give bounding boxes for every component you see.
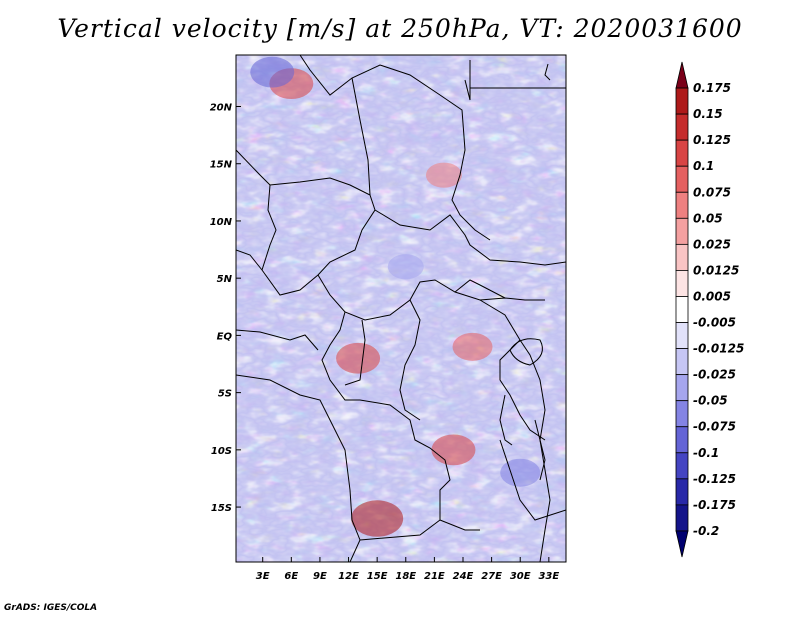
x-tick-label: 21E bbox=[424, 571, 445, 582]
colorbar-label: 0.05 bbox=[693, 211, 723, 225]
x-tick-label: 24E bbox=[453, 571, 474, 582]
x-tick-label: 18E bbox=[395, 571, 416, 582]
y-tick-label: 15N bbox=[210, 160, 233, 171]
y-tick-label: 10S bbox=[211, 446, 232, 457]
colorbar-segment bbox=[675, 165, 689, 193]
colorbar-label: 0.1 bbox=[693, 159, 714, 173]
colorbar-segment bbox=[675, 296, 689, 323]
colorbar: 0.175 0.15 0.125 0.1 0.075 0.05 0.025 0.0125 0.0… bbox=[675, 61, 744, 558]
velocity-hotspot bbox=[431, 434, 476, 466]
x-tick-label: 15E bbox=[367, 571, 388, 582]
colorbar-label: -0.025 bbox=[693, 368, 736, 382]
colorbar-segment bbox=[675, 322, 689, 349]
colorbar-label: -0.1 bbox=[693, 446, 719, 460]
colorbar-label: 0.005 bbox=[693, 289, 731, 303]
x-tick-label: 9E bbox=[313, 571, 327, 582]
x-tick-label: 3E bbox=[256, 571, 270, 582]
colorbar-segment bbox=[675, 191, 689, 219]
y-tick-label: 15S bbox=[211, 503, 232, 514]
x-tick-label: 33E bbox=[538, 571, 559, 582]
colorbar-top-arrow bbox=[675, 61, 689, 89]
colorbar-segment bbox=[675, 270, 689, 297]
colorbar-label: 0.025 bbox=[693, 237, 731, 251]
x-tick-label: 30E bbox=[510, 571, 531, 582]
colorbar-label: -0.05 bbox=[693, 394, 728, 408]
colorbar-segment bbox=[675, 504, 689, 532]
colorbar-segment bbox=[675, 348, 689, 376]
velocity-hotspot bbox=[387, 254, 424, 280]
colorbar-segment bbox=[675, 478, 689, 506]
colorbar-segment bbox=[675, 113, 689, 141]
colorbar-label: -0.005 bbox=[693, 316, 736, 330]
colorbar-label: -0.175 bbox=[693, 498, 736, 512]
velocity-hotspot bbox=[452, 332, 493, 361]
y-axis-ticks: 20N 15N 10N 5N EQ 5S 10S 15S bbox=[210, 103, 241, 514]
y-tick-label: 5S bbox=[218, 389, 232, 400]
lakes bbox=[499, 63, 551, 481]
colorbar-label: -0.2 bbox=[693, 524, 719, 538]
colorbar-segment bbox=[675, 217, 689, 245]
velocity-hotspot bbox=[336, 342, 381, 374]
colorbar-label: 0.125 bbox=[693, 133, 731, 147]
y-tick-label: 10N bbox=[210, 217, 233, 228]
velocity-hotspot bbox=[425, 162, 462, 188]
colorbar-segment bbox=[675, 374, 689, 402]
colorbar-segment bbox=[675, 139, 689, 167]
map-frame bbox=[235, 54, 567, 563]
colorbar-segment bbox=[675, 452, 689, 480]
country-borders bbox=[236, 55, 566, 562]
colorbar-label: -0.125 bbox=[693, 472, 736, 486]
colorbar-label: -0.075 bbox=[693, 420, 736, 434]
colorbar-segment bbox=[675, 87, 689, 115]
chart-title: Vertical velocity [m/s] at 250hPa, VT: 2… bbox=[57, 14, 743, 43]
x-tick-label: 12E bbox=[338, 571, 359, 582]
colorbar-label: 0.0125 bbox=[693, 263, 739, 277]
colorbar-segment bbox=[675, 243, 689, 271]
x-tick-label: 6E bbox=[284, 571, 298, 582]
y-tick-label: 20N bbox=[210, 103, 233, 114]
colorbar-label: 0.175 bbox=[693, 81, 731, 95]
y-tick-label: EQ bbox=[217, 331, 233, 342]
velocity-hotspot bbox=[250, 56, 295, 88]
grads-credit: GrADS: IGES/COLA bbox=[4, 603, 98, 613]
colorbar-label: -0.0125 bbox=[693, 342, 744, 356]
colorbar-label: 0.15 bbox=[693, 107, 723, 121]
colorbar-bottom-arrow bbox=[675, 530, 689, 558]
colorbar-segment bbox=[675, 400, 689, 428]
velocity-hotspot bbox=[500, 458, 541, 487]
x-tick-label: 27E bbox=[481, 571, 502, 582]
colorbar-label: 0.075 bbox=[693, 185, 731, 199]
y-tick-label: 5N bbox=[217, 274, 233, 285]
colorbar-segment bbox=[675, 426, 689, 454]
x-axis-ticks: 3E 6E 9E 12E 15E 18E 21E 24E 27E 30E 33E bbox=[256, 557, 559, 582]
velocity-hotspot bbox=[351, 500, 404, 537]
